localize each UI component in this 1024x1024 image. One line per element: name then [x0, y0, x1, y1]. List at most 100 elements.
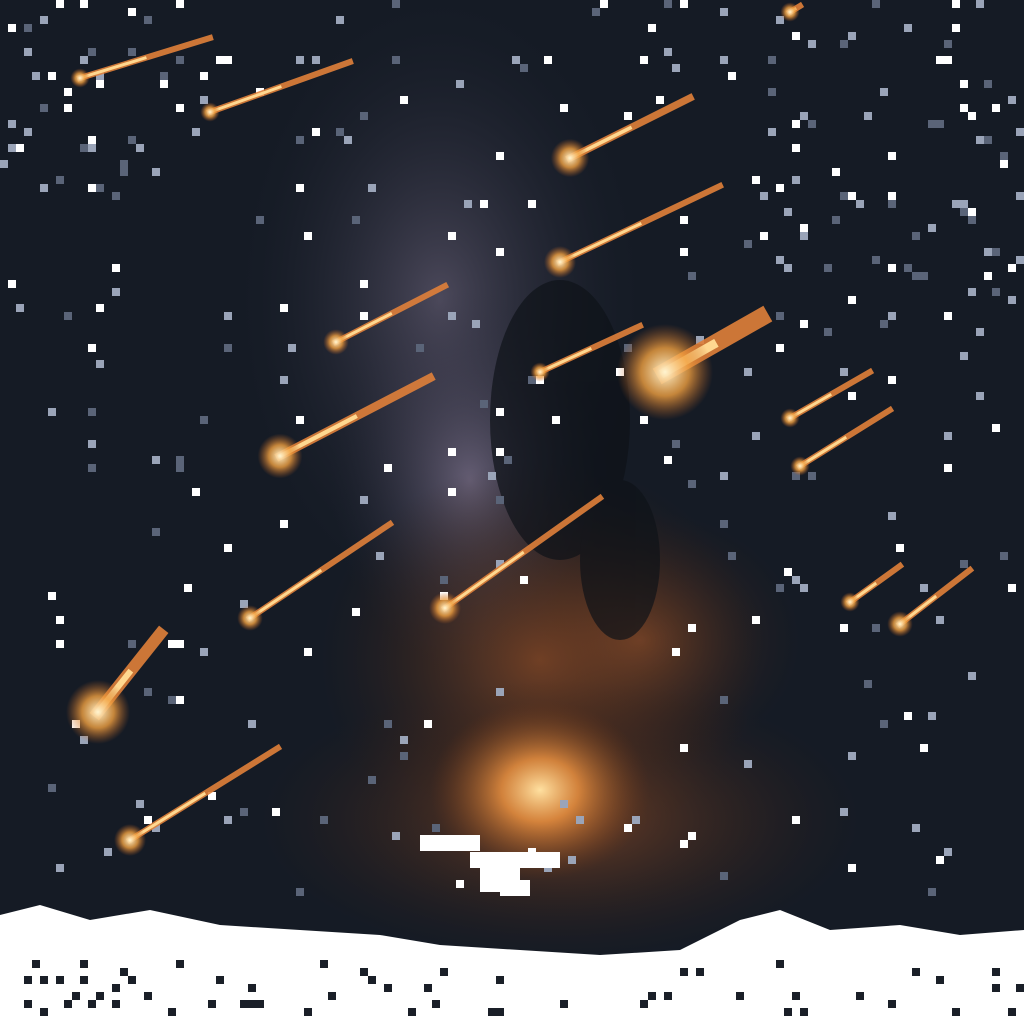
- star: [848, 864, 856, 872]
- meteor-head: [200, 102, 220, 122]
- star: [344, 136, 352, 144]
- meteor-head: [530, 362, 550, 382]
- star: [656, 96, 664, 104]
- star: [288, 344, 296, 352]
- star: [888, 152, 896, 160]
- star: [496, 448, 504, 456]
- star: [480, 200, 488, 208]
- star: [848, 296, 856, 304]
- star: [792, 576, 800, 584]
- star: [240, 808, 248, 816]
- star: [200, 416, 208, 424]
- star: [888, 312, 896, 320]
- star: [280, 376, 288, 384]
- star: [40, 184, 48, 192]
- star: [840, 40, 848, 48]
- star: [224, 312, 232, 320]
- ground-speck: [24, 976, 32, 984]
- star: [808, 40, 816, 48]
- star: [576, 816, 584, 824]
- star: [888, 200, 896, 208]
- ground-speck: [32, 960, 40, 968]
- star: [768, 88, 776, 96]
- ground-speck: [80, 960, 88, 968]
- star: [272, 808, 280, 816]
- star: [672, 64, 680, 72]
- star: [8, 24, 16, 32]
- star: [672, 648, 680, 656]
- star: [128, 136, 136, 144]
- star: [688, 480, 696, 488]
- ground-speck: [424, 984, 432, 992]
- star: [680, 0, 688, 8]
- star: [144, 688, 152, 696]
- meteor-streaks: [66, 1, 975, 856]
- star: [600, 0, 608, 8]
- star: [912, 232, 920, 240]
- star: [944, 848, 952, 856]
- star: [768, 56, 776, 64]
- star: [8, 120, 16, 128]
- star: [56, 864, 64, 872]
- snow-patch: [420, 835, 480, 851]
- star: [128, 48, 136, 56]
- star: [728, 72, 736, 80]
- star: [448, 232, 456, 240]
- star: [96, 184, 104, 192]
- star: [640, 416, 648, 424]
- star: [888, 512, 896, 520]
- star: [848, 192, 856, 200]
- ground-speck: [304, 1008, 312, 1016]
- star: [960, 560, 968, 568]
- star: [336, 128, 344, 136]
- star: [48, 72, 56, 80]
- star: [424, 720, 432, 728]
- ground-speck: [1016, 984, 1024, 992]
- star: [184, 584, 192, 592]
- ground-speck: [96, 992, 104, 1000]
- star: [840, 368, 848, 376]
- meteor-core: [247, 568, 323, 621]
- star: [152, 824, 160, 832]
- star: [944, 432, 952, 440]
- star: [144, 816, 152, 824]
- star: [1008, 96, 1016, 104]
- star: [808, 472, 816, 480]
- meteor-head: [429, 592, 461, 624]
- ground-speck: [560, 1000, 568, 1008]
- star: [352, 608, 360, 616]
- ground-speck: [792, 992, 800, 1000]
- star: [928, 888, 936, 896]
- star: [360, 280, 368, 288]
- star: [720, 56, 728, 64]
- star: [368, 184, 376, 192]
- star: [792, 816, 800, 824]
- star: [200, 648, 208, 656]
- meteor-head: [780, 2, 800, 22]
- meteor-head: [323, 329, 349, 355]
- star: [776, 256, 784, 264]
- star: [880, 320, 888, 328]
- ground-speck: [680, 968, 688, 976]
- star: [920, 584, 928, 592]
- star: [936, 56, 944, 64]
- star: [624, 112, 632, 120]
- star: [560, 104, 568, 112]
- star: [960, 200, 968, 208]
- ground-speck: [496, 1008, 504, 1016]
- star: [56, 640, 64, 648]
- ground-speck: [208, 1000, 216, 1008]
- ground-speck: [320, 960, 328, 968]
- star: [224, 816, 232, 824]
- star: [280, 304, 288, 312]
- ground-speck: [784, 1008, 792, 1016]
- star: [768, 128, 776, 136]
- star: [16, 304, 24, 312]
- star: [496, 496, 504, 504]
- star: [160, 80, 168, 88]
- star: [200, 72, 208, 80]
- star: [96, 72, 104, 80]
- star: [400, 96, 408, 104]
- star: [112, 288, 120, 296]
- star: [312, 128, 320, 136]
